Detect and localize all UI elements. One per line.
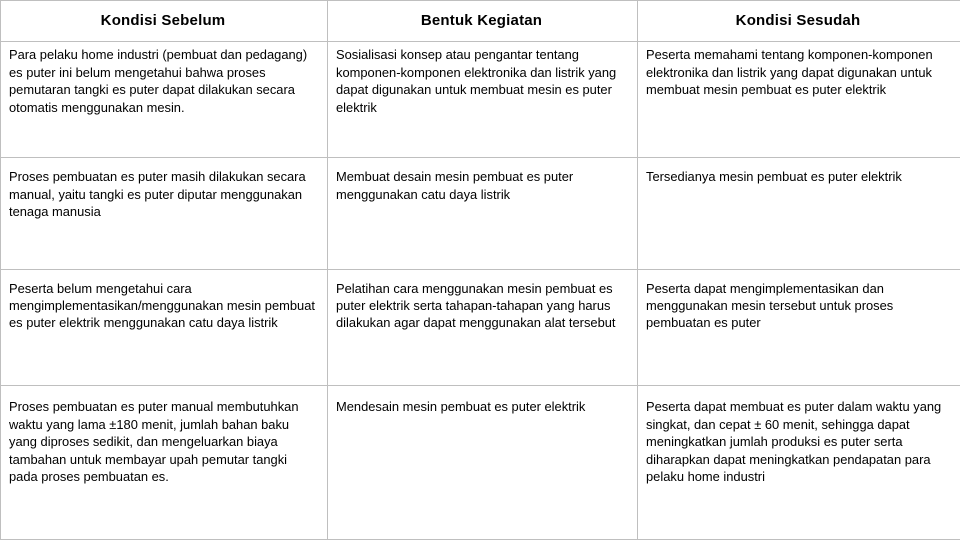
cell-before: Proses pembuatan es puter manual membutu…	[1, 386, 328, 540]
header-before: Kondisi Sebelum	[1, 1, 328, 42]
cell-activity: Membuat desain mesin pembuat es puter me…	[328, 158, 638, 269]
table-row: Proses pembuatan es puter masih dilakuka…	[1, 158, 960, 269]
header-activity: Bentuk Kegiatan	[328, 1, 638, 42]
cell-after: Peserta dapat membuat es puter dalam wak…	[638, 386, 960, 540]
table-row: Proses pembuatan es puter manual membutu…	[1, 386, 960, 540]
cell-after: Peserta dapat mengimplementasikan dan me…	[638, 269, 960, 386]
table-header-row: Kondisi Sebelum Bentuk Kegiatan Kondisi …	[1, 1, 960, 42]
activity-table: Kondisi Sebelum Bentuk Kegiatan Kondisi …	[0, 0, 960, 540]
cell-activity: Sosialisasi konsep atau pengantar tentan…	[328, 42, 638, 158]
cell-activity: Mendesain mesin pembuat es puter elektri…	[328, 386, 638, 540]
cell-activity: Pelatihan cara menggunakan mesin pembuat…	[328, 269, 638, 386]
header-after: Kondisi Sesudah	[638, 1, 960, 42]
cell-before: Peserta belum mengetahui cara mengimplem…	[1, 269, 328, 386]
cell-after: Tersedianya mesin pembuat es puter elekt…	[638, 158, 960, 269]
cell-after: Peserta memahami tentang komponen-kompon…	[638, 42, 960, 158]
table-row: Peserta belum mengetahui cara mengimplem…	[1, 269, 960, 386]
cell-before: Para pelaku home industri (pembuat dan p…	[1, 42, 328, 158]
table-row: Para pelaku home industri (pembuat dan p…	[1, 42, 960, 158]
cell-before: Proses pembuatan es puter masih dilakuka…	[1, 158, 328, 269]
